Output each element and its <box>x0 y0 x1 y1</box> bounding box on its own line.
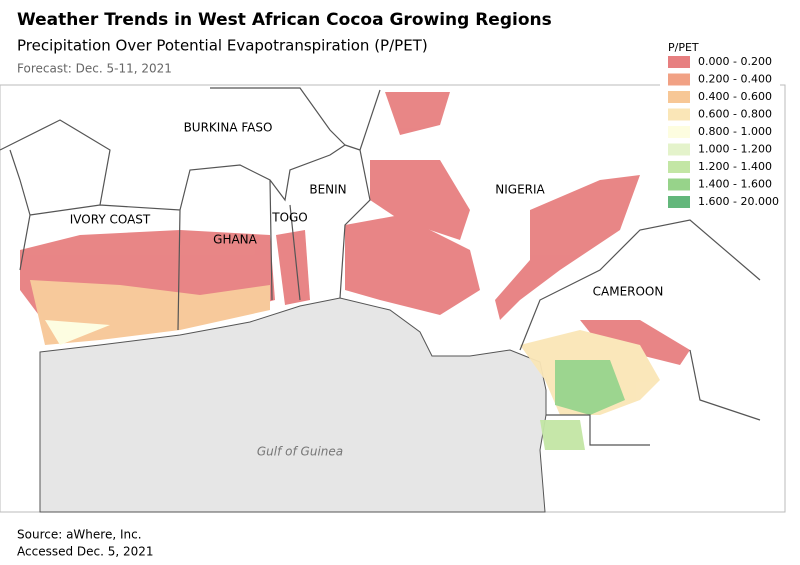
legend-label: 0.800 - 1.000 <box>698 125 772 138</box>
legend-label: 0.400 - 0.600 <box>698 90 772 103</box>
legend-swatch <box>668 73 690 86</box>
legend-title: P/PET <box>668 41 699 54</box>
title: Weather Trends in West African Cocoa Gro… <box>17 10 552 30</box>
map: BURKINA FASO IVORY COAST GHANA TOGO BENI… <box>0 84 786 513</box>
ocean <box>39 297 547 513</box>
legend-swatch <box>668 108 690 121</box>
legend-swatch <box>668 56 690 68</box>
sea-label: Gulf of Guinea <box>257 445 343 459</box>
legend-label: 1.200 - 1.400 <box>698 160 772 173</box>
legend-label: 1.600 - 20.000 <box>698 195 779 208</box>
legend-label: 0.200 - 0.400 <box>698 73 772 86</box>
country-label: IVORY COAST <box>70 213 151 227</box>
legend-label: 0.000 - 0.200 <box>698 55 772 68</box>
country-label: BURKINA FASO <box>184 121 273 135</box>
legend-label: 1.000 - 1.200 <box>698 143 772 156</box>
country-label: CAMEROON <box>593 285 664 299</box>
country-label: GHANA <box>213 233 258 247</box>
legend-swatch <box>668 161 690 173</box>
accessed: Accessed Dec. 5, 2021 <box>17 545 154 559</box>
legend-label: 1.400 - 1.600 <box>698 178 772 191</box>
country-label: BENIN <box>309 183 346 197</box>
subtitle: Precipitation Over Potential Evapotransp… <box>17 37 428 55</box>
country-label: TOGO <box>271 211 308 225</box>
legend-swatch <box>668 91 690 103</box>
legend-swatch <box>668 178 690 191</box>
source: Source: aWhere, Inc. <box>17 528 142 542</box>
borders <box>0 87 761 446</box>
country-label: NIGERIA <box>495 183 545 197</box>
legend: P/PET 0.000 - 0.200 0.200 - 0.400 0.400 - … <box>660 38 780 213</box>
legend-label: 0.600 - 0.800 <box>698 108 772 121</box>
forecast: Forecast: Dec. 5-11, 2021 <box>17 62 172 76</box>
legend-swatch <box>668 126 690 138</box>
legend-swatch <box>668 143 690 156</box>
precipitation <box>20 92 690 450</box>
legend-swatch <box>668 196 690 208</box>
